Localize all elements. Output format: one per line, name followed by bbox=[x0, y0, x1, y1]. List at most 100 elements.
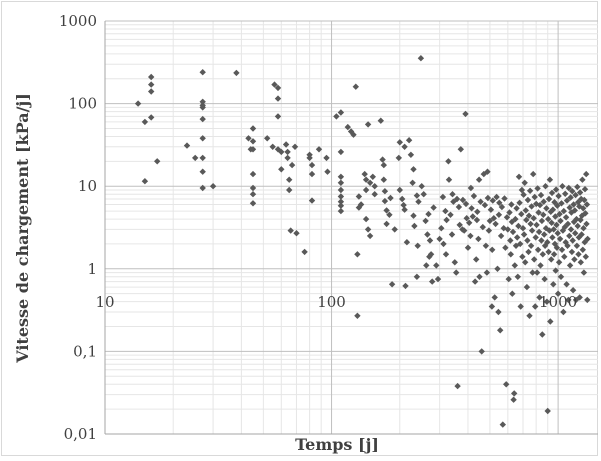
data-point bbox=[183, 142, 191, 149]
data-point bbox=[301, 248, 308, 256]
data-point bbox=[510, 396, 517, 403]
data-point bbox=[249, 191, 257, 198]
data-point bbox=[522, 207, 529, 214]
data-point bbox=[371, 191, 378, 198]
data-point bbox=[278, 166, 285, 173]
data-point bbox=[409, 179, 416, 186]
data-point bbox=[308, 170, 316, 178]
data-point bbox=[199, 98, 206, 105]
data-point bbox=[451, 259, 458, 266]
tick-labels: 0,01 0,1 1 10 100 1000 10 100 1000 bbox=[59, 12, 577, 443]
data-point bbox=[545, 248, 552, 256]
data-point bbox=[569, 287, 577, 294]
data-point bbox=[433, 262, 440, 269]
data-point bbox=[555, 259, 563, 266]
data-point bbox=[526, 187, 534, 194]
data-point bbox=[541, 242, 549, 249]
data-point bbox=[249, 125, 257, 132]
data-point bbox=[523, 216, 530, 224]
data-point bbox=[554, 202, 561, 209]
data-point bbox=[532, 234, 539, 241]
data-point bbox=[381, 197, 389, 205]
data-point bbox=[282, 141, 290, 148]
data-point bbox=[461, 227, 468, 234]
data-point bbox=[380, 176, 387, 183]
data-point bbox=[531, 193, 538, 201]
axes bbox=[104, 21, 598, 435]
data-point bbox=[401, 143, 408, 150]
data-point bbox=[464, 244, 472, 251]
data-point bbox=[518, 186, 526, 194]
data-point bbox=[308, 161, 316, 169]
data-point bbox=[521, 179, 528, 186]
data-point bbox=[440, 240, 447, 248]
data-point bbox=[533, 200, 540, 208]
data-point bbox=[562, 190, 569, 197]
data-point bbox=[584, 296, 591, 304]
data-point bbox=[271, 81, 278, 88]
data-point bbox=[473, 256, 480, 263]
data-point bbox=[528, 227, 536, 234]
data-point bbox=[579, 176, 586, 183]
data-point bbox=[537, 191, 545, 199]
data-point bbox=[366, 232, 374, 240]
data-point bbox=[286, 186, 293, 194]
data-point bbox=[455, 203, 463, 211]
data-point bbox=[371, 183, 378, 190]
data-point bbox=[344, 123, 351, 131]
data-point bbox=[199, 168, 206, 175]
data-point bbox=[544, 407, 551, 415]
data-point bbox=[557, 273, 565, 280]
data-point bbox=[536, 201, 544, 209]
data-point bbox=[526, 312, 533, 319]
data-point bbox=[528, 203, 535, 210]
data-point bbox=[533, 269, 541, 276]
data-point bbox=[564, 242, 571, 249]
data-point bbox=[529, 269, 536, 276]
data-point bbox=[547, 318, 554, 325]
data-point bbox=[574, 222, 581, 230]
data-point bbox=[557, 217, 564, 225]
data-point bbox=[479, 223, 486, 231]
x-tick-label: 10 bbox=[95, 293, 114, 311]
data-point bbox=[534, 185, 541, 192]
data-point bbox=[141, 118, 149, 126]
data-point bbox=[558, 246, 566, 253]
data-point bbox=[581, 239, 588, 246]
data-point bbox=[459, 196, 467, 204]
data-point bbox=[494, 265, 501, 272]
data-point bbox=[457, 146, 464, 153]
data-point bbox=[418, 183, 425, 190]
y-tick-label: 100 bbox=[68, 95, 97, 113]
data-point bbox=[507, 251, 514, 258]
data-point bbox=[517, 303, 524, 310]
data-point bbox=[474, 208, 481, 215]
data-point bbox=[567, 194, 574, 201]
data-point bbox=[582, 210, 589, 217]
data-point bbox=[548, 189, 556, 197]
data-point bbox=[554, 230, 561, 237]
data-point bbox=[369, 173, 376, 180]
data-point bbox=[422, 217, 429, 225]
data-point bbox=[489, 246, 496, 253]
data-point bbox=[443, 216, 450, 224]
data-point bbox=[578, 231, 585, 238]
data-point bbox=[534, 246, 542, 253]
data-point bbox=[513, 205, 520, 212]
data-point bbox=[456, 221, 463, 229]
data-point bbox=[509, 228, 517, 236]
data-point bbox=[245, 135, 252, 142]
data-point bbox=[381, 188, 389, 195]
data-point bbox=[575, 251, 582, 258]
data-point bbox=[466, 219, 473, 226]
data-point bbox=[553, 221, 560, 229]
data-point bbox=[505, 275, 512, 283]
data-point bbox=[486, 217, 494, 225]
data-point bbox=[491, 294, 498, 301]
data-point bbox=[516, 199, 523, 206]
data-point bbox=[518, 210, 525, 218]
data-point bbox=[438, 225, 445, 232]
data-point bbox=[429, 278, 436, 285]
data-point bbox=[413, 273, 421, 280]
